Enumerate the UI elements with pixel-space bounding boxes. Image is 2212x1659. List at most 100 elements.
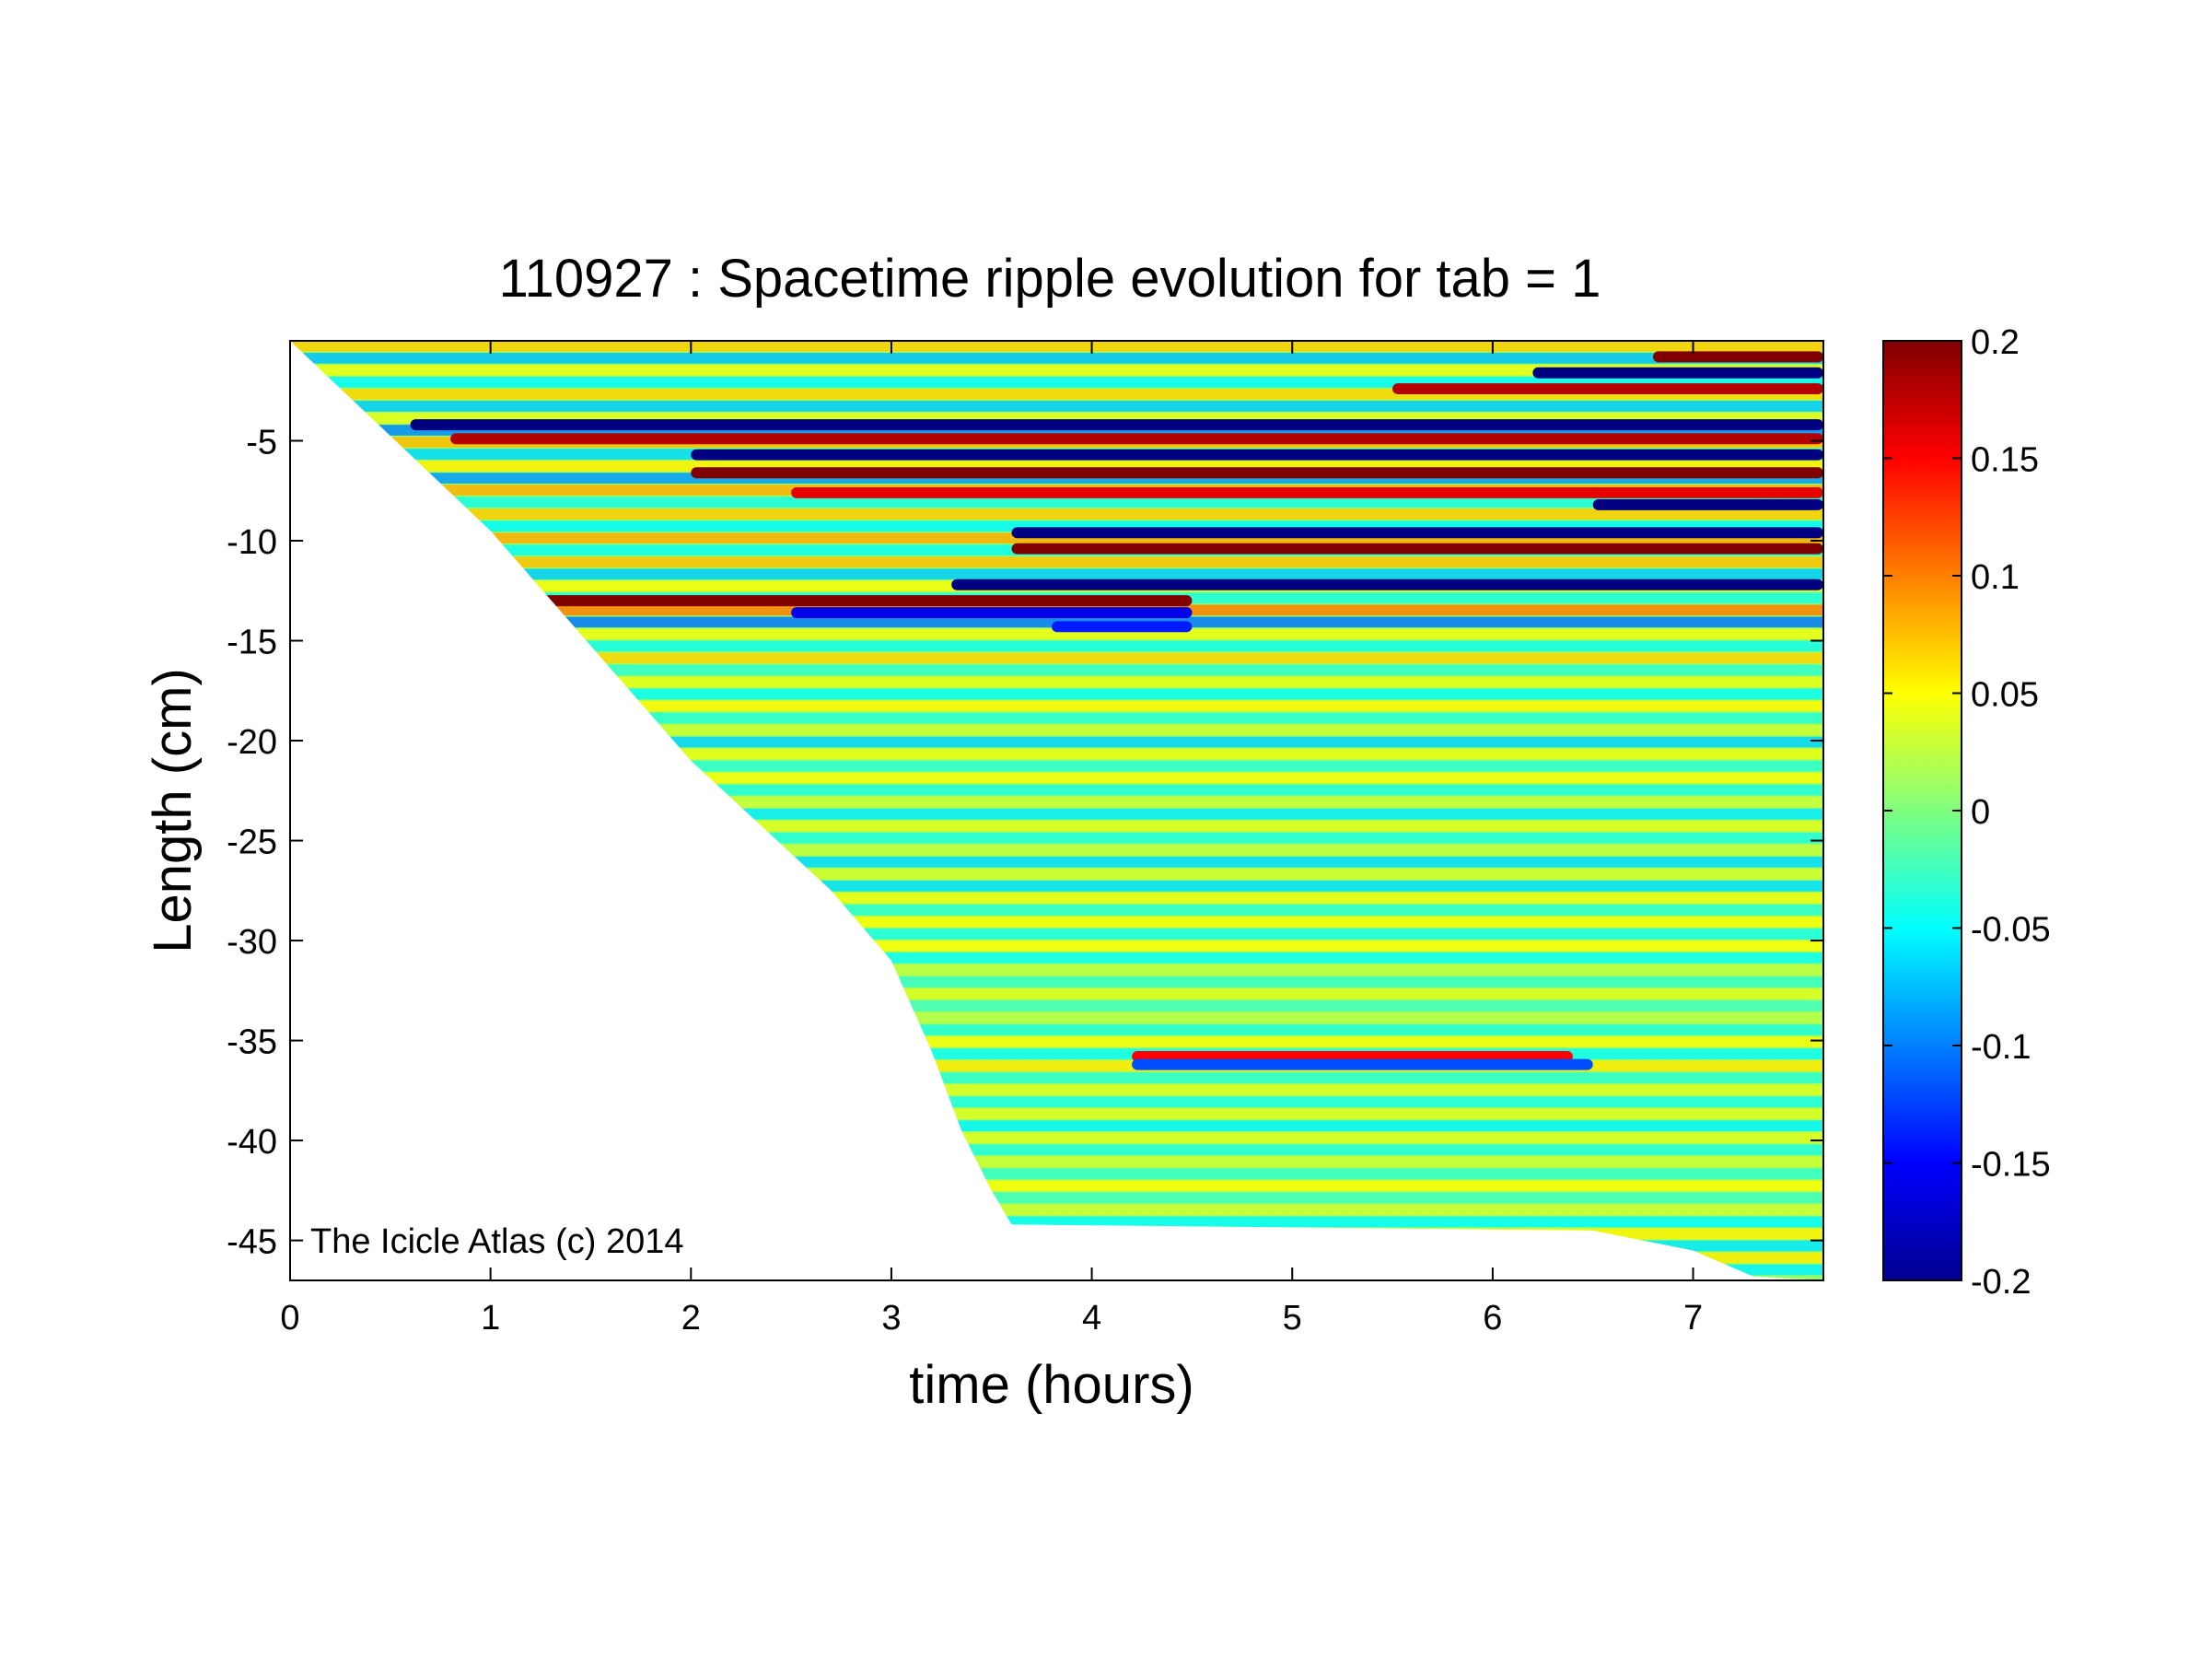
ripple-stripe (290, 917, 1823, 928)
colorbar-tick-label: -0.1 (1971, 1028, 2031, 1067)
ripple-stripe (290, 1072, 1823, 1084)
ripple-stripe (290, 401, 1823, 412)
y-axis-label: Length (cm) (143, 668, 203, 952)
ripple-stripe (290, 640, 1823, 652)
colorbar-tick-label: 0 (1971, 793, 1990, 832)
ripple-stripe (290, 1048, 1823, 1059)
ripple-band (791, 607, 1193, 619)
ripple-stripe (290, 1012, 1823, 1023)
ripple-stripe (290, 868, 1823, 880)
ripple-stripe (290, 748, 1823, 760)
ripple-stripe (290, 1264, 1823, 1276)
colorbar-ticks: 0.2 0.15 0.1 0.05 0 -0.05 -0.1 -0.15 -0.2 (1883, 323, 2051, 1302)
ripple-stripe (290, 736, 1823, 748)
ripple-stripe (290, 1144, 1823, 1156)
ripple-stripe (290, 1216, 1823, 1228)
colorbar-tick-label: 0.05 (1971, 676, 2039, 715)
ripple-stripe (290, 760, 1823, 772)
ripple-band (1592, 498, 1823, 510)
y-tick-label: -45 (227, 1223, 277, 1262)
ripple-stripe (290, 724, 1823, 736)
ripple-band (1392, 383, 1823, 395)
ripple-stripe (290, 1036, 1823, 1047)
ripple-stripe (290, 688, 1823, 700)
ripple-stripe (290, 1180, 1823, 1192)
ripple-stripe (290, 676, 1823, 688)
x-tick-label: 5 (1283, 1299, 1302, 1338)
colorbar-tick-label: 0.1 (1971, 558, 2020, 597)
ripple-stripe (290, 940, 1823, 952)
ripple-stripe (290, 568, 1823, 580)
x-tick-label: 4 (1082, 1299, 1101, 1338)
ripple-band (791, 486, 1823, 498)
ripple-stripe (290, 628, 1823, 640)
ripple-stripe (290, 976, 1823, 987)
ripple-band (450, 433, 1823, 445)
ripple-stripe (290, 1060, 1823, 1071)
heatmap-area (290, 341, 1823, 1280)
ripple-stripe (290, 712, 1823, 724)
ripple-stripe (290, 905, 1823, 916)
ripple-stripe (290, 964, 1823, 976)
ripple-stripe (290, 1168, 1823, 1180)
plot-frame (289, 340, 1824, 1281)
ripple-band (1011, 527, 1823, 539)
ripple-stripe (290, 1000, 1823, 1011)
x-axis-ticks: 0 1 2 3 4 5 6 7 (280, 341, 1703, 1338)
x-tick-label: 1 (481, 1299, 500, 1338)
ripple-stripe (290, 820, 1823, 832)
ripple-stripe (290, 556, 1823, 568)
colorbar-tick-label: 0.15 (1971, 441, 2039, 480)
y-tick-label: -25 (227, 824, 277, 862)
ripple-stripe (290, 784, 1823, 796)
y-tick-label: -30 (227, 923, 277, 962)
x-axis-label: time (hours) (909, 1355, 1193, 1415)
x-tick-label: 2 (681, 1299, 701, 1338)
ripple-stripe (290, 856, 1823, 868)
ripple-stripe (290, 1024, 1823, 1035)
y-tick-label: -5 (246, 424, 277, 462)
ripple-band (530, 595, 1193, 607)
ripple-stripe (290, 389, 1823, 400)
ripple-stripe (290, 832, 1823, 844)
y-tick-label: -40 (227, 1123, 277, 1162)
x-tick-label: 0 (280, 1299, 299, 1338)
watermark-text: The Icicle Atlas (c) 2014 (310, 1222, 684, 1261)
ripple-stripe (290, 461, 1823, 472)
ripple-stripe (290, 844, 1823, 856)
ripple-band (410, 419, 1823, 431)
ripple-stripe (290, 497, 1823, 508)
ripple-band (691, 467, 1823, 479)
ripple-stripe (290, 520, 1823, 532)
x-tick-label: 7 (1683, 1299, 1703, 1338)
ripple-stripe (290, 1108, 1823, 1120)
ripple-band (1132, 1058, 1593, 1070)
ripple-stripe (290, 880, 1823, 892)
y-tick-label: -20 (227, 723, 277, 762)
ripple-stripe (290, 664, 1823, 676)
ripple-stripe (290, 808, 1823, 820)
colorbar-tick-label: -0.2 (1971, 1263, 2031, 1302)
ripple-stripe (290, 796, 1823, 808)
ripple-band (1532, 367, 1823, 379)
ripple-stripe (290, 413, 1823, 424)
ripple-stripe (290, 341, 1823, 352)
y-axis-ticks: -5 -10 -15 -20 -25 -30 -35 -40 -45 (227, 424, 1823, 1262)
ripple-stripe (290, 892, 1823, 904)
y-tick-label: -35 (227, 1023, 277, 1062)
ripple-stripe (290, 929, 1823, 940)
ripple-stripe (290, 772, 1823, 784)
colorbar-tick-label: 0.2 (1971, 323, 2020, 362)
ripple-stripe (290, 1096, 1823, 1108)
ripple-stripe (290, 353, 1823, 364)
ripple-stripe (290, 508, 1823, 520)
ripple-band (1011, 543, 1823, 555)
ripple-band (691, 449, 1823, 461)
colorbar (1882, 340, 1962, 1281)
ripple-band (1052, 621, 1193, 633)
colorbar-tick-label: -0.15 (1971, 1146, 2051, 1185)
ripple-band (1653, 351, 1823, 363)
y-tick-label: -10 (227, 523, 277, 562)
x-tick-label: 3 (881, 1299, 901, 1338)
